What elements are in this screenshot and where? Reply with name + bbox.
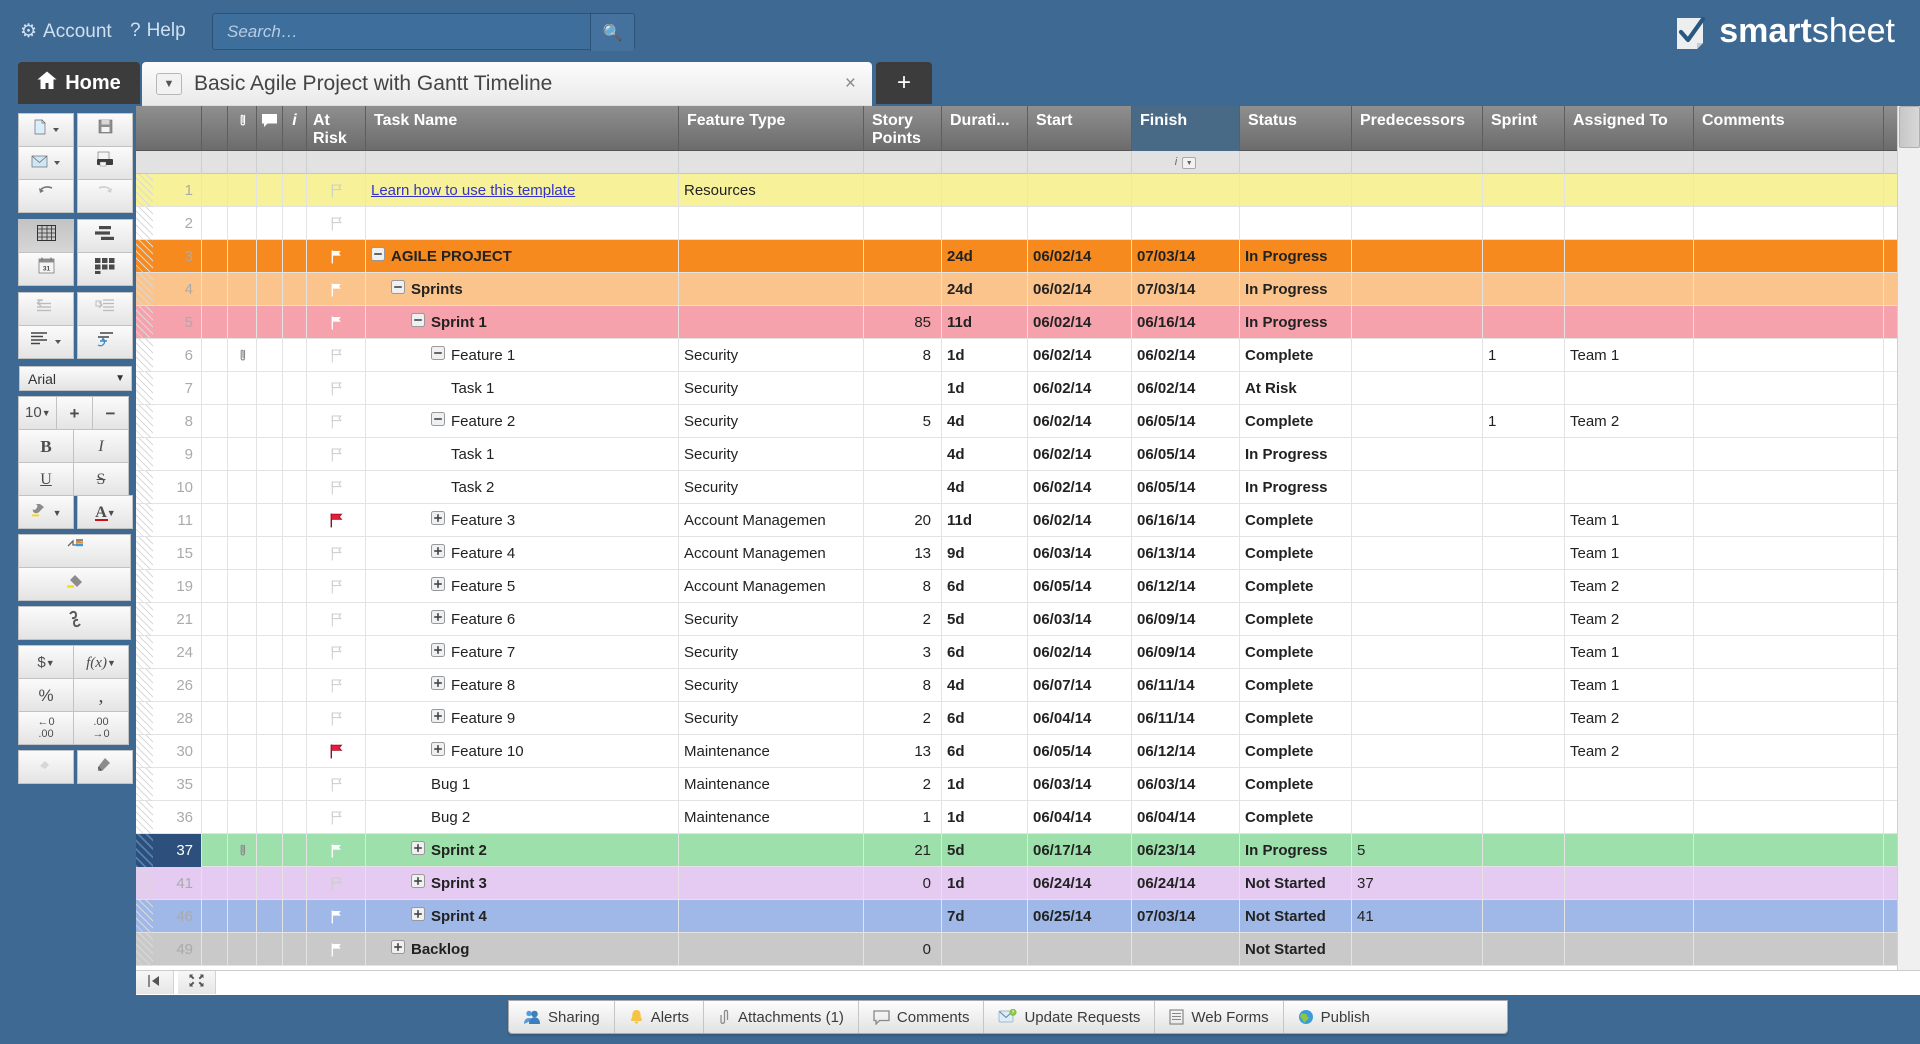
svg-text:31: 31: [42, 266, 50, 273]
svg-text:?: ?: [1012, 1010, 1015, 1015]
